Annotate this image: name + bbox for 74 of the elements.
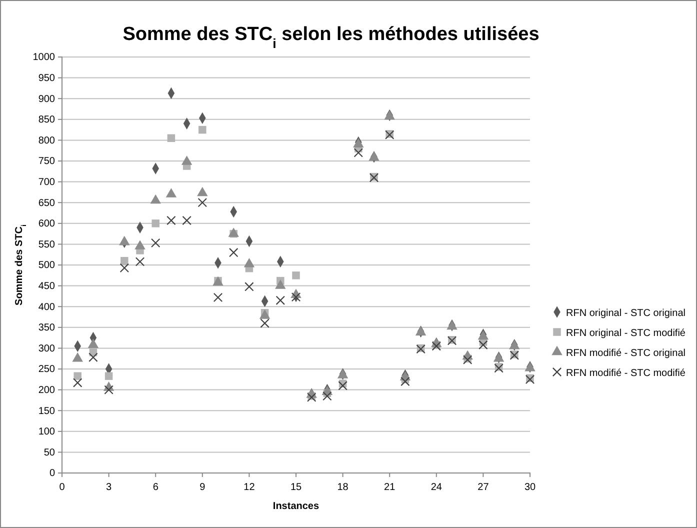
point	[135, 257, 145, 266]
point	[354, 148, 364, 158]
x-tick-label: 12	[244, 482, 256, 493]
y-tick-label: 1000	[32, 52, 56, 64]
x-tick-label: 0	[59, 482, 66, 493]
x-tick-label: 18	[337, 482, 349, 493]
x-tick-label: 27	[478, 482, 490, 493]
y-tick-label: 0	[49, 468, 56, 480]
y-tick-label: 250	[38, 364, 56, 376]
x-tick-label: 24	[430, 482, 442, 493]
y-tick-label: 750	[38, 156, 56, 168]
y-tick-label: 950	[38, 73, 56, 84]
y-tick-label: 700	[38, 177, 56, 188]
point	[228, 248, 238, 258]
point	[182, 216, 192, 226]
x-tick-label: 6	[152, 482, 159, 493]
point	[244, 282, 254, 292]
point	[167, 134, 176, 142]
point	[150, 238, 160, 248]
legend-label: RFN original - STC original	[566, 308, 686, 319]
legend-label: RFN modifié - STC modifié	[566, 368, 686, 379]
y-tick-label: 450	[38, 281, 56, 292]
point	[400, 376, 410, 386]
x-tick-label: 15	[290, 482, 302, 493]
y-tick-label: 600	[38, 218, 56, 230]
x-tick-label: 3	[106, 482, 112, 493]
y-tick-label: 100	[38, 426, 56, 438]
point	[104, 372, 113, 380]
point	[72, 378, 82, 388]
y-tick-label: 900	[38, 94, 56, 105]
point	[198, 198, 208, 208]
point	[72, 352, 83, 362]
y-tick-label: 650	[38, 198, 56, 209]
point	[322, 391, 332, 401]
point	[292, 272, 300, 280]
y-tick-label: 550	[38, 239, 56, 250]
y-tick-label: 200	[38, 385, 56, 396]
x-axis-title: Instances	[272, 501, 320, 512]
y-tick-label: 400	[38, 302, 56, 313]
point	[478, 340, 488, 350]
point	[74, 372, 82, 380]
point	[166, 216, 176, 226]
point	[120, 256, 128, 265]
point	[166, 188, 177, 198]
point	[213, 292, 223, 302]
point	[150, 194, 161, 204]
point	[260, 318, 270, 328]
point	[119, 236, 130, 246]
point	[134, 240, 146, 250]
point	[197, 186, 208, 196]
y-tick-label: 850	[38, 114, 56, 126]
legend-label: RFN original - STC modifié	[566, 328, 686, 339]
point	[88, 338, 99, 348]
x-tick-label: 21	[384, 482, 396, 493]
legend-label: RFN modifié - STC original	[566, 348, 686, 359]
x-tick-label: 9	[200, 482, 206, 493]
y-tick-label: 350	[38, 322, 56, 334]
y-tick-label: 500	[38, 260, 56, 272]
x-tick-label: 30	[524, 482, 536, 493]
point	[120, 263, 130, 273]
point	[276, 296, 286, 305]
point	[104, 385, 114, 394]
y-tick-label: 150	[38, 406, 56, 417]
y-tick-label: 800	[38, 135, 56, 146]
point	[198, 126, 206, 134]
point	[338, 381, 348, 390]
point	[181, 156, 192, 165]
chart-title: Somme des STC$_{i}$ selon les méthodes utilisées	[122, 24, 540, 50]
y-tick-label: 50	[44, 447, 56, 458]
y-tick-label: 300	[38, 343, 56, 354]
point	[244, 258, 255, 268]
point	[152, 220, 160, 228]
point	[275, 280, 286, 289]
point	[88, 352, 98, 362]
